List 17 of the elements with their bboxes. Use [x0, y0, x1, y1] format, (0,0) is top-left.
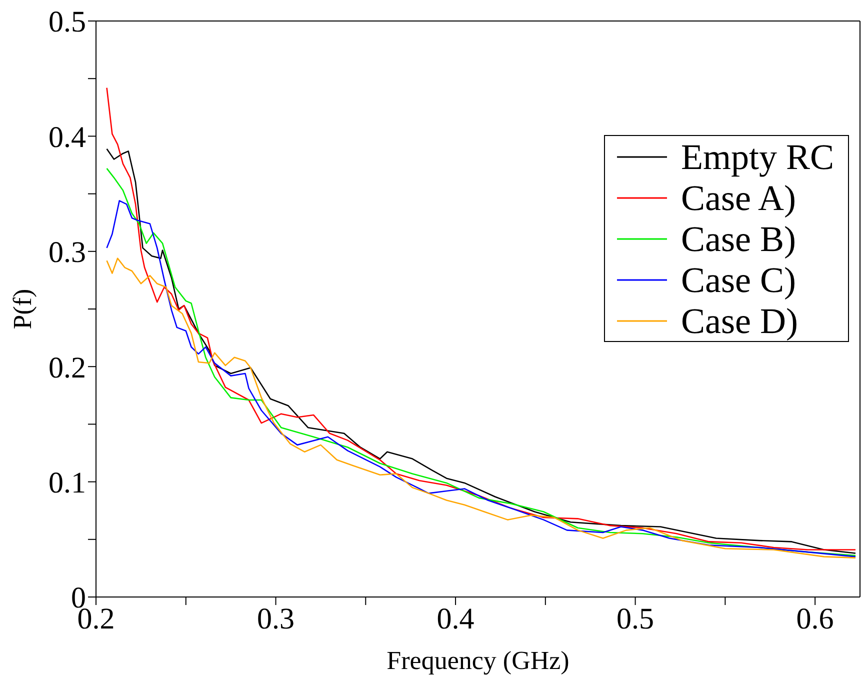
- legend-label: Case B): [680, 218, 796, 260]
- line-series: [106, 258, 856, 558]
- y-tick-label: 0.5: [48, 6, 86, 39]
- legend-label: Case D): [680, 300, 798, 342]
- x-tick-label: 0.5: [616, 602, 654, 636]
- legend-label: Empty RC: [680, 136, 834, 178]
- y-tick-label: 0.1: [48, 466, 86, 500]
- y-tick-label: 0.4: [48, 120, 86, 154]
- y-tick-label: 0.3: [48, 236, 86, 270]
- y-axis-title: P(f): [8, 288, 38, 330]
- legend-label: Case A): [680, 177, 796, 218]
- legend-label: Case C): [680, 258, 796, 300]
- x-tick-label: 0.3: [257, 602, 295, 636]
- x-tick-label: 0.6: [796, 602, 834, 636]
- x-tick-label: 0.4: [436, 602, 474, 636]
- x-axis-title: Frequency (GHz): [386, 646, 570, 675]
- y-tick-label: 0.2: [48, 351, 86, 384]
